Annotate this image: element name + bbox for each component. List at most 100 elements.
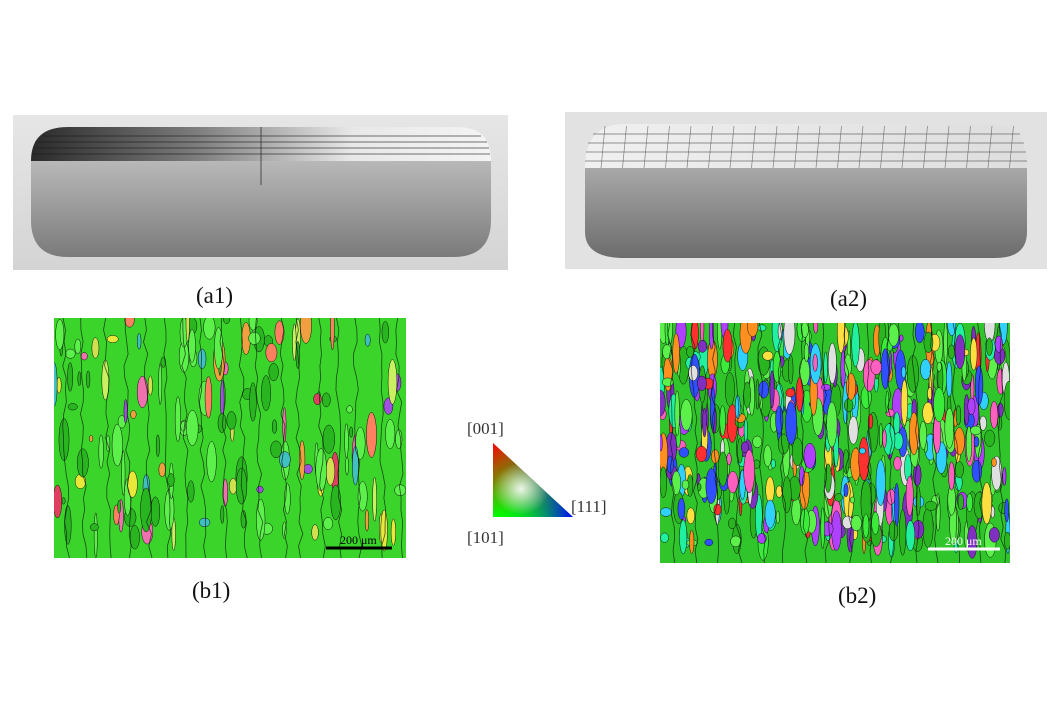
grain <box>758 380 770 399</box>
grain <box>256 498 266 541</box>
grain-boundary <box>952 323 961 563</box>
grain <box>90 523 99 532</box>
grain-boundary <box>353 318 363 558</box>
grain <box>727 471 739 494</box>
grain-boundary <box>279 318 288 558</box>
grain-boundary <box>103 318 112 558</box>
grain <box>256 485 264 494</box>
grain <box>765 476 775 504</box>
grain <box>740 441 749 454</box>
grain-boundary <box>998 323 1007 563</box>
grain <box>799 465 805 487</box>
grain-boundary <box>799 323 808 563</box>
grain-boundary <box>911 323 920 563</box>
grain <box>788 354 794 385</box>
grain <box>906 355 919 393</box>
grain <box>352 445 359 486</box>
grain <box>979 415 987 431</box>
grain <box>827 342 837 384</box>
grain <box>948 461 955 491</box>
grain <box>697 483 702 492</box>
grain <box>204 376 213 419</box>
grain <box>300 318 312 344</box>
scan-line-a2 <box>686 125 692 169</box>
grain <box>671 470 681 496</box>
grain <box>717 451 728 487</box>
grain-boundary <box>295 318 304 558</box>
grain-boundary <box>379 318 387 558</box>
grain <box>660 507 672 517</box>
grain <box>843 483 849 498</box>
ipf-label-101: [101] <box>467 528 504 547</box>
grain <box>795 377 804 412</box>
grain <box>704 538 714 546</box>
grain <box>330 318 335 351</box>
grain <box>770 459 776 469</box>
grain <box>323 517 334 531</box>
grain <box>953 427 965 456</box>
caption-a1: (a1) <box>196 283 234 308</box>
grain <box>387 359 398 405</box>
grain <box>791 497 801 526</box>
grain <box>899 334 904 342</box>
block-render-a1 <box>13 115 508 270</box>
grain <box>167 473 175 487</box>
grain <box>58 418 70 461</box>
grain <box>197 348 207 370</box>
grain <box>936 361 942 372</box>
grain <box>203 318 216 340</box>
grain <box>1002 466 1007 486</box>
grain-boundary <box>199 318 207 558</box>
grain <box>123 399 128 424</box>
grain <box>986 337 993 356</box>
grain <box>344 423 349 458</box>
grain <box>271 419 278 434</box>
grain <box>80 352 88 361</box>
grain-boundary <box>929 323 939 563</box>
ipf-label-001: [001] <box>467 419 504 438</box>
scan-line-a2 <box>665 125 670 169</box>
grain <box>130 410 137 419</box>
grain <box>803 343 810 363</box>
grain <box>834 493 843 502</box>
grain <box>136 375 149 409</box>
grain <box>91 337 100 359</box>
grain <box>346 405 353 414</box>
grain <box>64 505 72 545</box>
grain <box>719 405 726 437</box>
grain <box>121 450 126 496</box>
grain <box>136 333 142 350</box>
caption-a2: (a2) <box>830 286 868 311</box>
grain <box>55 319 65 350</box>
grain <box>894 482 900 527</box>
scan-line-a2 <box>643 125 649 169</box>
grain <box>672 333 680 374</box>
grain <box>697 339 708 353</box>
grain-boundary <box>335 318 343 558</box>
grain-boundary <box>777 323 786 563</box>
grain-boundary <box>80 318 88 558</box>
grain <box>106 335 119 343</box>
grain <box>965 425 973 462</box>
grain <box>922 507 934 548</box>
grain <box>944 407 955 449</box>
panel-b2-image: 200 μm <box>660 323 1010 563</box>
grain <box>117 500 122 514</box>
grain <box>769 370 775 409</box>
grain <box>364 509 370 532</box>
grain <box>791 437 804 467</box>
grain <box>991 457 997 467</box>
grain <box>900 379 908 426</box>
grain <box>217 413 227 433</box>
grain <box>679 519 688 555</box>
grain <box>752 435 763 448</box>
grain <box>364 333 371 347</box>
grain <box>86 370 91 389</box>
grain <box>946 361 953 399</box>
grain-boundary <box>181 318 189 558</box>
grain-boundary <box>710 323 719 563</box>
scale-bar-label-b2: 200 μm <box>945 534 982 548</box>
grain <box>158 462 166 478</box>
grain-boundary <box>254 318 264 558</box>
grain <box>870 359 882 375</box>
